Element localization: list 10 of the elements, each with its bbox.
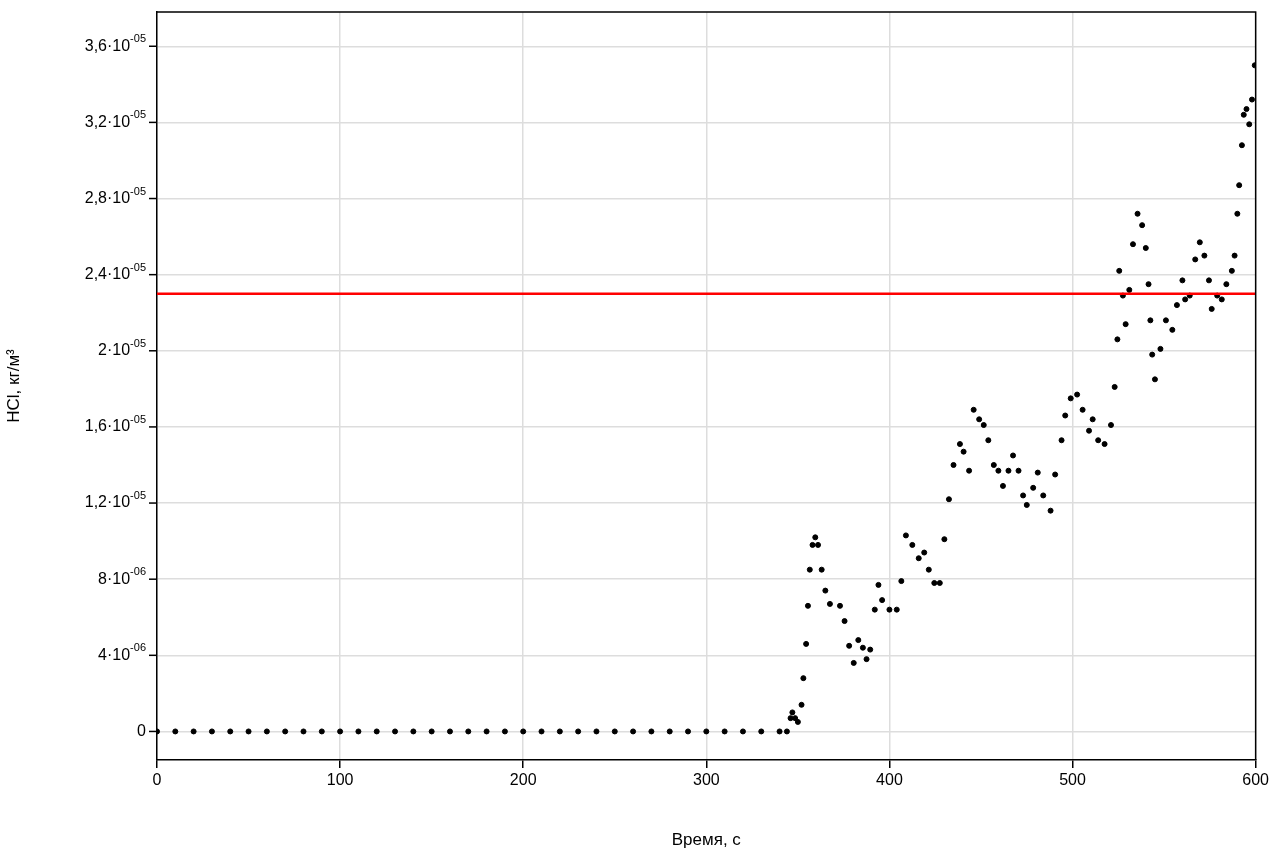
x-tick-label: 300 — [692, 771, 720, 789]
y-axis-title: HCl, кг/м³ — [3, 348, 23, 423]
x-tick-label: 600 — [1242, 771, 1270, 789]
x-tick-label: 400 — [876, 771, 903, 789]
x-tick-label: 200 — [509, 771, 537, 789]
x-tick-label: 500 — [1059, 771, 1086, 789]
x-axis-title: Время, с — [671, 830, 742, 850]
x-tick-label: 0 — [152, 771, 162, 789]
y-tick-label: 0 — [137, 721, 147, 739]
x-tick-label: 100 — [326, 771, 354, 789]
